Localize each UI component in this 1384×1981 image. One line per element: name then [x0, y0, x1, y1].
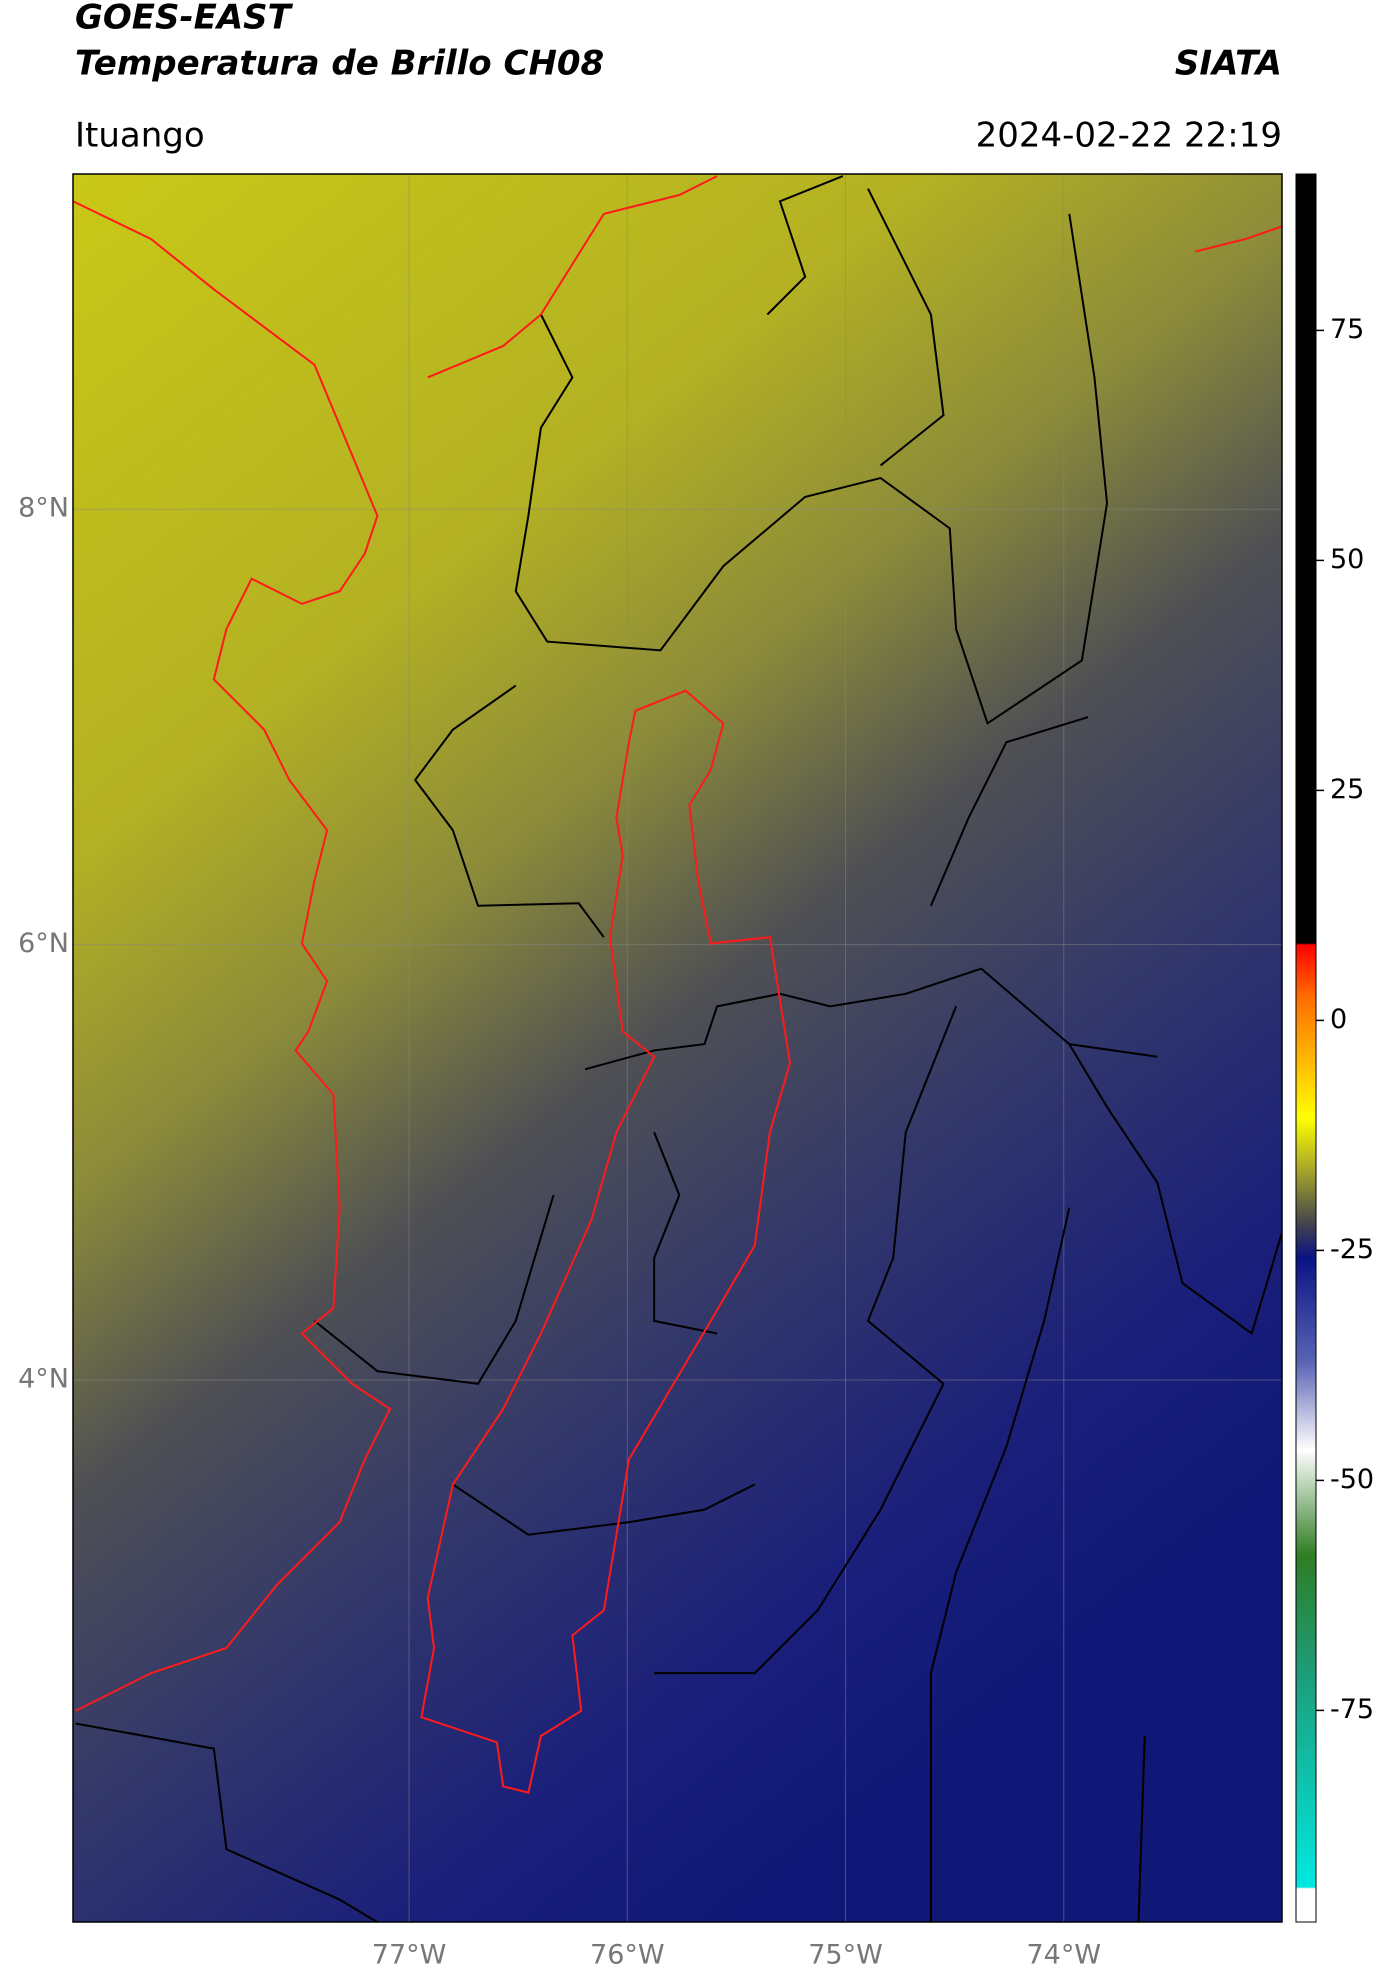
subtitle: Temperatura de Brillo CH08 [75, 44, 604, 84]
location: Ituango [75, 116, 205, 156]
colorbar-tick-label: 25 [1330, 774, 1364, 805]
y-tick-label: 4°N [18, 1363, 69, 1394]
colorbar-tick-label: 75 [1330, 314, 1364, 345]
y-tick-label: 8°N [18, 493, 69, 524]
datetime: 2024-02-22 22:19 [976, 116, 1282, 156]
borders [73, 175, 1282, 1922]
map-frame [72, 173, 1283, 1923]
colorbar-tick-label: -25 [1330, 1234, 1374, 1265]
colorbar-tick-label: -75 [1330, 1694, 1374, 1725]
x-tick-label: 76°W [590, 1940, 665, 1971]
grid [73, 174, 1282, 1922]
colorbar [1295, 173, 1317, 1923]
x-tick-label: 77°W [372, 1940, 447, 1971]
y-tick-label: 6°N [18, 928, 69, 959]
colorbar-tick-label: 0 [1330, 1004, 1347, 1035]
map-area [73, 174, 1282, 1922]
colorbar-tick-label: -50 [1330, 1464, 1374, 1495]
title: GOES-EAST [75, 0, 294, 38]
colorbar-tick-label: 50 [1330, 544, 1364, 575]
axis-labels: 77°W 76°W 75°W 74°W 8°N 6°N 4°N 75 50 25 0 -25 -50 -7… [18, 314, 1374, 1971]
x-tick-label: 74°W [1026, 1940, 1101, 1971]
x-tick-label: 75°W [808, 1940, 883, 1971]
source: SIATA [1175, 44, 1282, 84]
